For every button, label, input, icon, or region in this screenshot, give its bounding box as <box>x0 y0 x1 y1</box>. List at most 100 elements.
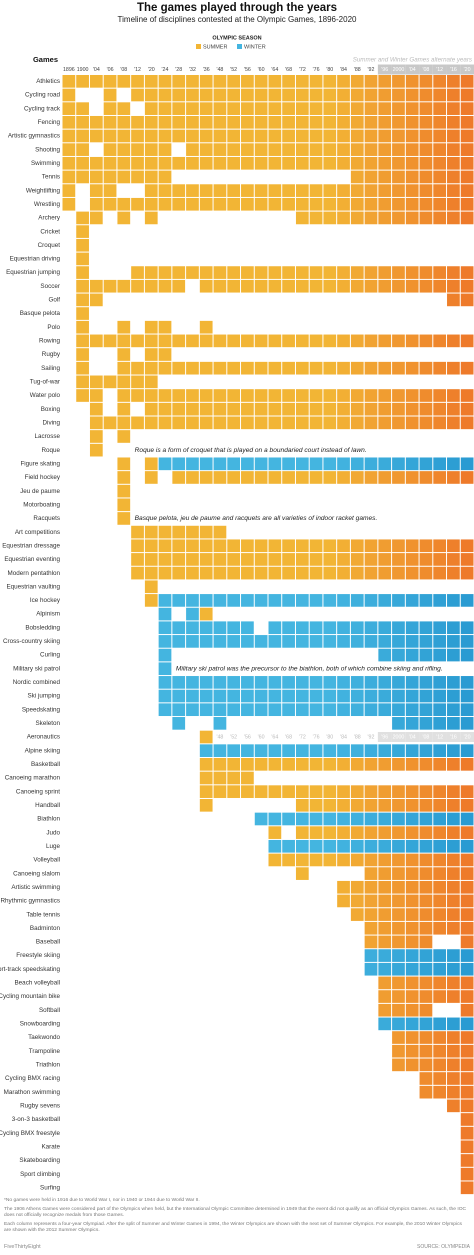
column-label: '60 <box>258 67 265 73</box>
cell <box>364 170 378 184</box>
cell <box>364 416 378 430</box>
cell <box>241 594 254 607</box>
cell <box>378 880 392 894</box>
row-label: Surfing <box>40 1184 60 1191</box>
cell <box>186 566 199 580</box>
cell <box>433 635 447 648</box>
row-label: Alpine skiing <box>25 747 61 754</box>
cell <box>323 266 337 279</box>
row-label: Badminton <box>30 925 61 932</box>
cell <box>213 758 227 771</box>
cell <box>433 962 447 976</box>
cell <box>268 361 282 375</box>
cell <box>323 143 337 156</box>
cell <box>364 129 378 143</box>
cell <box>392 949 405 962</box>
cell <box>337 416 350 430</box>
cell <box>76 279 89 293</box>
cell <box>405 689 419 703</box>
cell <box>199 143 213 156</box>
cell <box>337 471 350 484</box>
cell <box>158 539 172 553</box>
cell <box>268 129 282 143</box>
column-label: '12 <box>436 734 443 740</box>
cell <box>392 197 405 211</box>
column-label: '32 <box>189 67 196 73</box>
cell <box>268 156 282 170</box>
cell <box>405 129 419 143</box>
cell <box>460 1003 474 1017</box>
cell <box>213 717 227 730</box>
cell <box>213 703 227 717</box>
cell <box>282 703 295 717</box>
cell <box>295 75 309 88</box>
cell <box>282 416 295 430</box>
cell <box>268 88 282 102</box>
cell <box>323 416 337 430</box>
cell <box>350 115 364 129</box>
cell <box>158 197 172 211</box>
cell <box>337 156 350 170</box>
row-label: Figure skating <box>20 460 60 467</box>
cell <box>254 471 268 484</box>
alternate-note: Summer and Winter Games alternate years <box>353 57 472 64</box>
cell <box>268 184 282 197</box>
cell <box>241 689 254 703</box>
row-label: Sailing <box>41 365 60 372</box>
cell <box>131 375 144 389</box>
cell <box>158 662 172 676</box>
row-label: Rhythmic gymnastics <box>1 898 61 905</box>
cell <box>378 75 392 88</box>
cell <box>254 88 268 102</box>
cell <box>405 594 419 607</box>
column-label: '48 <box>216 67 223 73</box>
cell <box>392 962 405 976</box>
cell <box>460 143 474 156</box>
cell <box>392 594 405 607</box>
cell <box>323 539 337 553</box>
footnote: Each column represents a four-year Olymp… <box>4 1222 462 1233</box>
row-label: Equestrian jumping <box>6 269 60 276</box>
cell <box>158 402 172 416</box>
cell <box>405 156 419 170</box>
cell <box>364 894 378 908</box>
cell <box>460 962 474 976</box>
row-label: Boxing <box>41 406 61 413</box>
cell <box>350 826 364 839</box>
cell <box>378 457 392 471</box>
cell <box>419 156 433 170</box>
cell <box>241 771 254 785</box>
cell <box>337 266 350 279</box>
cell <box>405 88 419 102</box>
cell <box>350 279 364 293</box>
cell <box>186 197 199 211</box>
cell <box>323 785 337 798</box>
cell <box>378 853 392 867</box>
cell <box>378 798 392 812</box>
cell <box>419 334 433 348</box>
cell <box>364 867 378 880</box>
cell <box>447 1072 460 1085</box>
cell <box>158 703 172 717</box>
cell <box>419 129 433 143</box>
cell <box>419 471 433 484</box>
cell <box>405 798 419 812</box>
cell <box>460 1167 474 1181</box>
cell <box>419 170 433 184</box>
cell <box>323 471 337 484</box>
annotation: Military ski patrol was the precursor to… <box>176 665 443 672</box>
cell <box>405 990 419 1003</box>
cell <box>405 880 419 894</box>
cell <box>117 416 131 430</box>
cell <box>103 170 117 184</box>
cell <box>186 266 199 279</box>
cell <box>364 758 378 771</box>
cell <box>433 921 447 935</box>
cell <box>254 361 268 375</box>
cell <box>392 471 405 484</box>
cell <box>460 1126 474 1140</box>
cell <box>392 826 405 839</box>
cell <box>131 416 144 430</box>
cell <box>158 676 172 689</box>
cell <box>144 75 158 88</box>
